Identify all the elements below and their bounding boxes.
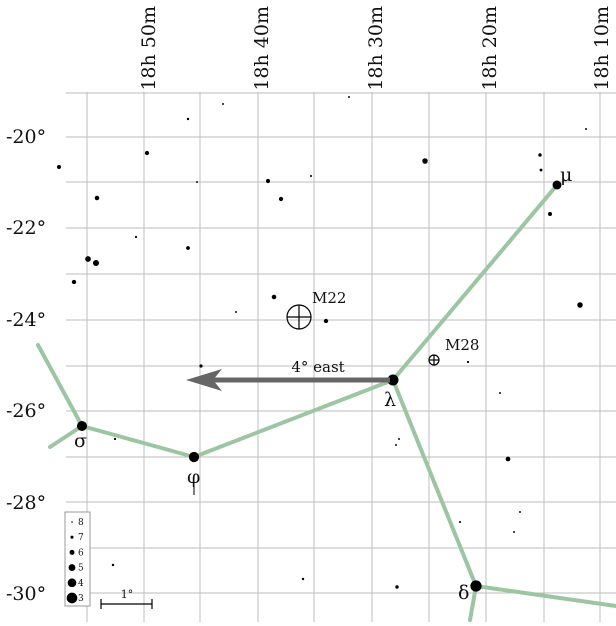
named-star-label: δ [458,582,469,604]
field-star [466,360,470,364]
field-star [499,392,501,394]
declination-labels: -20° -22° -24° -26° -28° -30° [6,126,46,605]
constellation-line-delta-west [474,584,616,608]
field-star [71,279,77,285]
named-star-dot [387,374,399,386]
field-star [94,195,100,201]
field-star [539,168,543,172]
field-star [458,520,462,524]
legend-dot [67,578,77,588]
field-star [113,437,117,441]
named-star-label: λ [384,389,396,411]
field-star [309,174,313,178]
legend-dot [70,535,74,539]
field-star [222,103,224,105]
named-star-dot [188,451,200,463]
constellation-line-lambda-phi-sigma [80,378,395,459]
field-star [422,158,428,164]
field-star [235,311,237,313]
named-star-label: σ [74,430,87,452]
field-star [265,178,271,184]
legend-label: 6 [78,548,84,558]
dec-label: -22° [6,217,46,239]
legend-label: 3 [78,594,84,604]
deep-sky-objects: M22 M28 [286,289,479,366]
ra-label: 18h 30m [365,6,387,91]
dec-label: -30° [6,583,46,605]
named-stars: μ λ σ φ δ [74,164,572,604]
field-star [513,531,515,533]
arrow-label: 4° east [291,358,344,376]
field-stars [57,96,587,589]
field-star [271,294,277,300]
legend-label: 8 [78,518,84,528]
legend-label: 4 [78,579,84,589]
dec-label: -28° [6,492,46,514]
field-star [134,235,138,239]
named-star-label: φ [187,466,200,488]
right-ascension-labels: 18h 50m 18h 40m 18h 30m 18h 20m 18h 10m [138,6,613,91]
field-star [519,511,521,513]
ra-label: 18h 10m [591,6,613,91]
deep-sky-label: M22 [312,289,346,307]
field-star [301,577,305,581]
magnitude-legend: 8 7 6 5 4 3 [64,511,91,607]
field-star [323,318,329,324]
named-star-dot [552,180,562,190]
field-star [196,181,198,183]
legend-dot [69,549,75,555]
field-star [577,302,583,308]
field-star [585,128,587,130]
legend-dot [71,521,73,523]
legend-dot [66,592,78,604]
field-star [548,212,552,216]
field-star [199,364,203,368]
scale-bar-label: 1° [121,588,134,601]
field-star [186,246,190,250]
ra-label: 18h 50m [138,6,160,91]
dec-label: -24° [6,309,46,331]
named-star-dot [76,420,88,432]
field-star [538,153,542,157]
field-star [348,96,350,98]
field-star [395,444,397,446]
field-star [111,563,115,567]
direction-arrow: 4° east [186,358,390,391]
legend-box [64,511,91,607]
dec-label: -26° [6,400,46,422]
field-star [395,585,399,589]
coordinate-grid [66,92,616,622]
named-star-dot [470,580,482,592]
named-star-label: μ [560,164,572,186]
field-star [92,259,100,267]
field-star [186,117,190,121]
deep-sky-label: M28 [445,336,479,354]
field-star [85,256,91,262]
constellation-lines [36,183,616,622]
scale-bar: 1° [100,588,153,609]
field-star [398,438,400,440]
field-star [144,150,150,156]
field-star [57,165,61,169]
ra-label: 18h 40m [251,6,273,91]
arrow-head [186,369,222,391]
legend-label: 7 [78,533,84,543]
field-star [505,456,511,462]
dec-label: -20° [6,126,46,148]
legend-dot [68,564,76,572]
legend-label: 5 [78,564,84,574]
constellation-line-mu-lambda [391,183,559,382]
field-star [278,196,284,202]
ra-label: 18h 20m [479,6,501,91]
